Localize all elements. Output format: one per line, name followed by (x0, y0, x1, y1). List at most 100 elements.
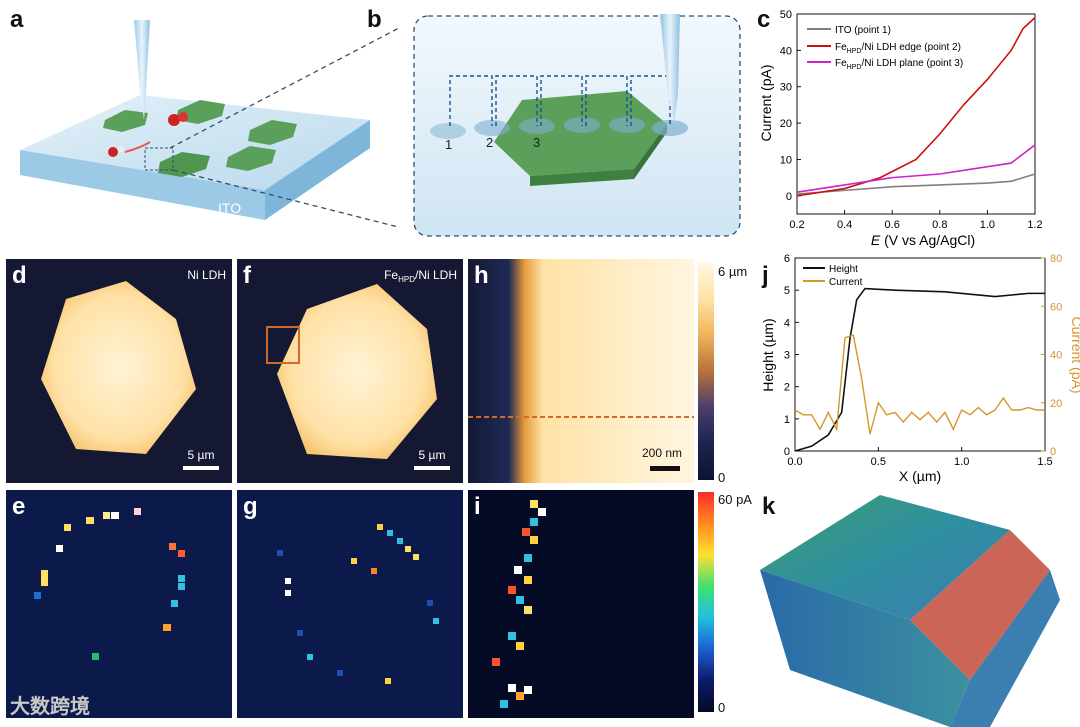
series-height (794, 287, 1045, 452)
hexagon-5 (158, 152, 210, 177)
height-colorbar-top: 6 µm (718, 264, 748, 279)
scale-bar-h (650, 466, 680, 471)
height-colorbar (698, 262, 714, 480)
scale-bar-d (183, 466, 219, 470)
current-colorbar (698, 492, 714, 712)
probe-tip-a (134, 20, 150, 120)
x-tick-label: 0.0 (787, 456, 802, 468)
x-tick-label: 1.2 (1027, 219, 1042, 231)
panel-label-j: j (762, 262, 769, 289)
hexagon-large-side (634, 124, 667, 179)
legend-text-plane: FeHPD/Ni LDH plane (point 3) (835, 58, 963, 71)
current-map-i (468, 490, 694, 718)
legend-text-current: Current (829, 277, 863, 288)
x-tick-label: 0.5 (871, 456, 886, 468)
chart-c-legend: ITO (point 1) FeHPD/Ni LDH edge (point 2… (807, 25, 963, 71)
y-tick-label-left: 1 (784, 414, 790, 426)
x-tick-label: 0.4 (837, 219, 852, 231)
y-tick-label: 0 (786, 191, 792, 203)
panel-label-c: c (757, 6, 771, 33)
zoom-box-f (266, 326, 300, 364)
series-line-0 (796, 173, 1036, 195)
x-tick-label: 0.2 (789, 219, 804, 231)
afm-height-d: Ni LDH 5 µm (6, 259, 232, 483)
scan-path (449, 75, 671, 126)
panel-label-e: e (12, 493, 26, 520)
molecule-red-3 (108, 147, 118, 157)
chart-j-xlabel: X (µm) (899, 468, 941, 484)
scale-label-h: 200 nm (642, 446, 682, 460)
x-tick-label: 0.6 (885, 219, 900, 231)
y-tick-label: 10 (780, 154, 792, 166)
surface-3d-k (760, 495, 1060, 727)
y-tick-label: 50 (780, 9, 792, 21)
surface-lowland-right (950, 570, 1060, 727)
ni-ldh-flake (41, 281, 196, 454)
y-tick-label-left: 2 (784, 382, 790, 394)
chart-j-ylabel-right: Current (pA) (1069, 316, 1080, 393)
current-pixels-e (34, 508, 185, 660)
y-tick-label-left: 3 (784, 350, 790, 362)
panel-label-i: i (474, 493, 481, 520)
y-tick-label: 20 (780, 118, 792, 130)
ito-slab-front (20, 150, 265, 220)
x-tick-label: 0.8 (932, 219, 947, 231)
scale-label-f: 5 µm (419, 448, 446, 462)
legend-text-edge: FeHPD/Ni LDH edge (point 2) (835, 42, 961, 55)
chart-c-xlabel: E (V vs Ag/AgCl) (871, 232, 975, 248)
series-line-2 (796, 144, 1036, 193)
y-tick-label-right: 20 (1050, 398, 1062, 410)
chart-c: 0.2 0.4 0.6 0.8 1.0 1.2 0 10 20 30 40 50 E (V vs Ag… (758, 9, 1043, 248)
hexagon-3 (248, 120, 297, 145)
chart-c-plot: 0.2 0.4 0.6 0.8 1.0 1.2 0 10 20 30 40 50 (780, 9, 1043, 231)
panel-label-d: d (12, 262, 27, 289)
legend-text-height: Height (829, 264, 858, 275)
current-pixels-g (277, 524, 439, 684)
afm-label-f: FeHPD/Ni LDH (384, 268, 457, 284)
surface-plateau (760, 495, 1010, 620)
surface-edge-wall (910, 530, 1050, 680)
y-tick-label-right: 60 (1050, 301, 1062, 313)
molecule-red-1 (168, 114, 180, 126)
afm-label-d: Ni LDH (187, 268, 226, 282)
schematic-b: 1 2 3 (413, 14, 741, 237)
surface-lowland (760, 570, 970, 727)
current-map-g (237, 490, 463, 718)
ito-slab-side (265, 120, 370, 220)
height-colorbar-bottom: 0 (718, 470, 726, 485)
panel-label-a: a (10, 6, 24, 33)
y-tick-label-right: 80 (1050, 253, 1062, 265)
ito-label: ITO (218, 200, 241, 216)
hexagon-1 (103, 110, 148, 132)
panel-label-g: g (243, 493, 258, 520)
panel-label-h: h (474, 262, 489, 289)
hexagon-4 (226, 146, 276, 171)
point-label-2: 2 (486, 135, 493, 150)
afm-height-f: FeHPD/Ni LDH 5 µm (237, 259, 463, 483)
chart-j-legend: Height Current (803, 264, 863, 288)
panel-label-b: b (367, 6, 382, 33)
legend-text-ito: ITO (point 1) (835, 25, 891, 36)
afm-height-h: 200 nm (468, 259, 694, 483)
y-tick-label-right: 0 (1050, 446, 1056, 458)
reaction-arrow (124, 141, 151, 153)
y-tick-label: 30 (780, 82, 792, 94)
scale-label-d: 5 µm (188, 448, 215, 462)
series-current (794, 334, 1045, 435)
schematic-a: ITO (20, 20, 400, 229)
chart-c-ylabel: Current (pA) (758, 64, 774, 141)
current-map-e (6, 490, 232, 718)
y-tick-label: 40 (780, 45, 792, 57)
y-tick-label-left: 0 (784, 446, 790, 458)
watermark: 大数跨境 (10, 694, 90, 718)
chart-j-ylabel-left: Height (µm) (760, 318, 776, 391)
panel-label-f: f (243, 262, 251, 289)
scale-bar-f (414, 466, 450, 470)
x-tick-label: 1.5 (1037, 456, 1052, 468)
current-colorbar-bottom: 0 (718, 700, 726, 715)
y-tick-label-left: 6 (784, 253, 790, 265)
y-tick-label-right: 40 (1050, 350, 1062, 362)
probe-tip-b (660, 14, 680, 124)
